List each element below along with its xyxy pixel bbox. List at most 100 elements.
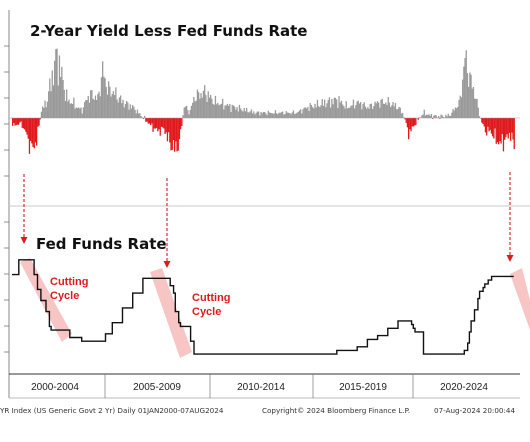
spread-area-bar xyxy=(495,118,497,144)
spread-area-bar xyxy=(430,114,433,118)
spread-area-bar xyxy=(226,103,229,118)
spread-area-bar xyxy=(30,118,32,141)
spread-area-bar xyxy=(489,118,491,130)
spread-area-bar xyxy=(280,112,283,118)
spread-area-bar xyxy=(271,113,273,118)
spread-area-bar xyxy=(195,100,197,118)
spread-area-bar xyxy=(52,85,55,118)
spread-area-bar xyxy=(202,90,205,118)
spread-area-bar xyxy=(147,118,149,124)
spread-area-bar xyxy=(106,94,109,118)
x-tick-label-1: 2000-2004 xyxy=(31,382,79,393)
spread-area-bar xyxy=(31,118,33,144)
spread-area-bar xyxy=(406,118,409,128)
spread-area-bar xyxy=(16,118,19,125)
spread-area-bar xyxy=(451,112,453,118)
spread-area-bar xyxy=(466,73,469,118)
spread-area-bar xyxy=(427,115,429,118)
spread-area-bar xyxy=(423,109,425,118)
spread-area-bar xyxy=(96,100,98,118)
spread-area-bar xyxy=(67,101,69,118)
spread-area-bar xyxy=(79,108,81,118)
spread-area-bar xyxy=(208,97,211,118)
spread-area-bar xyxy=(108,81,110,118)
spread-area-bar xyxy=(393,106,395,118)
spread-area-bar xyxy=(204,85,206,118)
spread-area-bar xyxy=(103,76,105,118)
spread-area-bar xyxy=(180,118,182,130)
spread-area-bar xyxy=(342,104,344,118)
spread-area-bar xyxy=(118,97,121,118)
spread-area-bar xyxy=(506,118,508,135)
spread-area-bar xyxy=(139,113,141,118)
spread-area-bar xyxy=(49,78,51,118)
spread-area-bar xyxy=(376,101,379,118)
spread-area-bar xyxy=(200,93,202,118)
spread-area-bar xyxy=(404,118,406,120)
spread-area-bar xyxy=(284,113,286,118)
spread-area-bar xyxy=(320,105,322,118)
spread-area-bar xyxy=(190,105,193,118)
spread-area-bar xyxy=(412,118,415,127)
spread-area-bar xyxy=(216,104,218,118)
spread-area-bar xyxy=(210,94,212,118)
spread-area-bar xyxy=(370,103,373,118)
spread-area-bar xyxy=(348,107,350,118)
spread-area-bar xyxy=(28,118,31,154)
spread-area-bar xyxy=(181,118,183,126)
annotation-1-line-2: Cycle xyxy=(50,290,79,302)
spread-area-bar xyxy=(372,108,374,118)
spread-area-bar xyxy=(177,118,179,151)
spread-area-bar xyxy=(247,112,249,118)
spread-area-bar xyxy=(127,102,129,118)
spread-area-bar xyxy=(91,90,93,118)
spread-area-bar xyxy=(252,113,254,118)
spread-area-bar xyxy=(402,112,404,118)
spread-area-bar xyxy=(463,66,465,118)
spread-area-bar xyxy=(165,118,167,133)
spread-area-bar xyxy=(182,115,184,118)
spread-area-bar xyxy=(144,115,146,118)
spread-area-bar xyxy=(369,103,371,118)
spread-area-bar xyxy=(507,118,509,139)
spread-area-bar xyxy=(374,101,376,118)
spread-area-bar xyxy=(246,107,248,118)
spread-area-bar xyxy=(234,106,236,118)
spread-area-bar xyxy=(363,102,365,118)
spread-area-bar xyxy=(326,103,328,118)
spread-area-bar xyxy=(268,112,271,118)
spread-area-bar xyxy=(228,105,230,118)
annotation-cutting-cycle-2: Cutting Cycle xyxy=(192,292,230,318)
spread-area-bar xyxy=(189,109,191,118)
spread-area-bar xyxy=(24,118,26,130)
cutting-cycle-band-2 xyxy=(150,268,192,358)
spread-area-bar xyxy=(290,114,292,118)
spread-area-bar xyxy=(468,86,470,118)
spread-area-bar xyxy=(134,109,136,118)
spread-area-bar xyxy=(289,113,291,118)
spread-area-bar xyxy=(60,76,62,118)
spread-area-bar xyxy=(115,87,117,118)
spread-area-bar xyxy=(439,118,441,119)
spread-area-bar xyxy=(482,118,484,124)
spread-area-bar xyxy=(100,77,103,118)
spread-area-bar xyxy=(490,118,493,134)
spread-area-bar xyxy=(344,108,346,118)
spread-area-bar xyxy=(294,114,296,118)
spread-area-bar xyxy=(487,118,489,127)
spread-area-bar xyxy=(68,99,70,118)
spread-area-bar xyxy=(223,109,225,118)
spread-area-bar xyxy=(513,118,515,150)
spread-area-bar xyxy=(272,113,274,118)
spread-area-bar xyxy=(34,118,37,143)
spread-area-bar xyxy=(81,113,83,118)
spread-area-bar xyxy=(331,99,333,118)
spread-area-bar xyxy=(366,108,368,118)
spread-area-bar xyxy=(199,98,201,118)
x-tick-label-4: 2015-2019 xyxy=(339,382,387,393)
spread-area-bar xyxy=(447,113,449,118)
spread-area-bar xyxy=(355,105,357,118)
spread-area-bar xyxy=(403,117,405,118)
spread-area-bar xyxy=(379,107,381,118)
spread-area-bar xyxy=(296,112,298,118)
